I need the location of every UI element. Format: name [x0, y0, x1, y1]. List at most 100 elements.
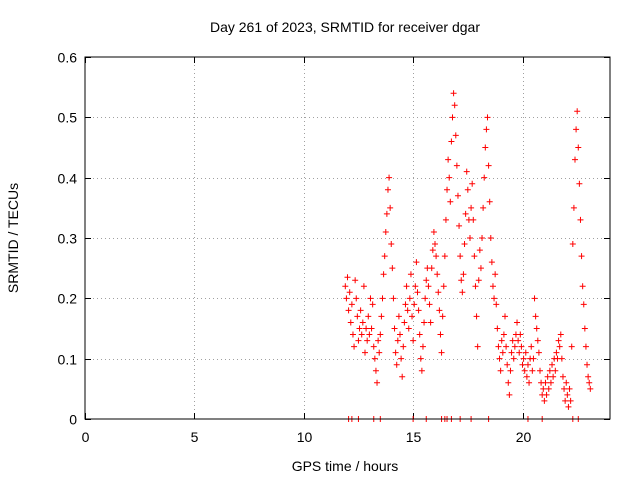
data-point: [553, 349, 560, 356]
data-point: [507, 367, 514, 374]
data-point: [570, 204, 577, 211]
data-point: [503, 343, 510, 350]
data-point: [368, 325, 375, 332]
y-tick-label: 0.6: [58, 50, 78, 66]
y-tick-label: 0.1: [58, 352, 78, 368]
data-point: [482, 144, 489, 151]
data-point: [518, 343, 525, 350]
data-point: [541, 397, 548, 404]
data-point: [584, 361, 591, 368]
data-point: [343, 295, 350, 302]
data-point: [576, 180, 583, 187]
data-point: [372, 367, 379, 374]
data-point: [534, 337, 541, 344]
data-point: [498, 337, 505, 344]
y-tick-label: 0: [69, 412, 77, 428]
x-tick-label: 5: [191, 429, 199, 445]
data-point: [477, 265, 484, 272]
x-tick-label: 15: [406, 429, 422, 445]
data-point: [395, 313, 402, 320]
data-point: [402, 301, 409, 308]
data-point: [415, 307, 422, 314]
data-point: [557, 331, 564, 338]
data-point: [411, 301, 418, 308]
data-point: [365, 313, 372, 320]
data-point: [436, 307, 443, 314]
data-point: [573, 126, 580, 133]
data-point: [405, 325, 412, 332]
data-point: [562, 397, 569, 404]
data-point: [559, 373, 566, 380]
data-point: [398, 355, 405, 362]
data-point: [542, 379, 549, 386]
data-point: [413, 259, 420, 266]
data-point: [404, 307, 411, 314]
x-axis-label: GPS time / hours: [292, 458, 399, 474]
data-point: [532, 313, 539, 320]
data-point: [355, 337, 362, 344]
data-point: [558, 355, 565, 362]
data-point: [567, 397, 574, 404]
data-point: [581, 325, 588, 332]
data-point: [531, 295, 538, 302]
data-point: [366, 331, 373, 338]
data-point: [565, 403, 572, 410]
data-point: [517, 331, 524, 338]
data-point: [422, 295, 429, 302]
data-point: [552, 367, 559, 374]
data-point: [519, 361, 526, 368]
data-point: [471, 253, 478, 260]
data-point: [549, 361, 556, 368]
data-point: [438, 349, 445, 356]
data-point: [374, 379, 381, 386]
data-point: [370, 343, 377, 350]
data-point: [447, 198, 454, 205]
data-point: [399, 373, 406, 380]
chart-title: Day 261 of 2023, SRMTID for receiver dga…: [210, 19, 480, 35]
data-point: [587, 385, 594, 392]
data-point: [486, 198, 493, 205]
data-point: [572, 156, 578, 163]
data-point: [414, 289, 421, 296]
data-point: [487, 235, 494, 241]
data-point: [580, 301, 587, 308]
x-tick-label: 10: [297, 429, 313, 445]
data-point: [497, 367, 504, 374]
data-point: [575, 144, 582, 151]
data-point: [394, 337, 401, 344]
data-point: [458, 277, 465, 284]
points-layer: [342, 90, 594, 422]
data-point: [451, 102, 458, 109]
data-point: [494, 325, 501, 332]
data-point: [390, 295, 397, 302]
data-point: [460, 271, 467, 278]
data-point: [499, 349, 506, 356]
data-point: [349, 331, 356, 338]
data-point: [429, 247, 436, 254]
data-point: [430, 228, 437, 235]
data-point: [468, 204, 475, 211]
data-point: [449, 114, 456, 121]
data-point: [514, 319, 521, 326]
data-point: [375, 337, 382, 344]
data-point: [367, 295, 374, 302]
data-point: [409, 313, 416, 320]
data-point: [480, 204, 487, 211]
data-point: [543, 391, 550, 398]
data-point: [493, 301, 500, 308]
data-point: [419, 343, 426, 350]
data-point: [574, 108, 581, 115]
data-point: [378, 313, 385, 320]
data-point: [359, 319, 366, 326]
data-point: [483, 126, 490, 133]
data-point: [515, 337, 522, 344]
data-point: [427, 319, 434, 326]
data-point: [491, 295, 498, 302]
data-point: [516, 349, 523, 356]
data-point: [533, 325, 540, 332]
data-point: [569, 241, 576, 248]
data-point: [369, 301, 376, 308]
data-point: [348, 301, 355, 308]
data-point: [377, 331, 384, 338]
data-point: [520, 355, 527, 362]
